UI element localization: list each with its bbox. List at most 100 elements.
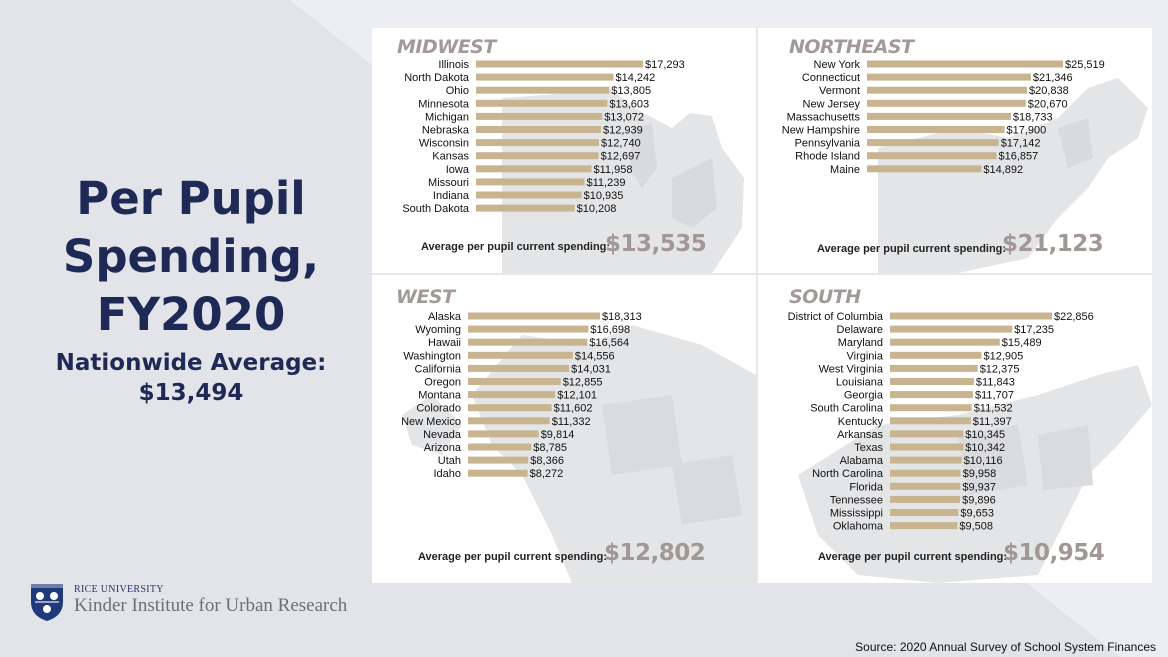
south-value-district-of-columbia: $22,856 — [1054, 311, 1094, 323]
west-value-utah: $8,366 — [530, 455, 564, 467]
south-label-alabama: Alabama — [840, 455, 884, 467]
northeast-label-new-jersey: New Jersey — [803, 98, 861, 110]
west-value-new-mexico: $11,332 — [552, 416, 591, 428]
south-label-kentucky: Kentucky — [838, 416, 884, 428]
northeast-bar-rhode-island — [867, 152, 997, 160]
west-label-arizona: Arizona — [424, 442, 462, 454]
midwest-label-indiana: Indiana — [433, 190, 470, 202]
south-value-delaware: $17,235 — [1014, 324, 1054, 336]
south-label-virginia: Virginia — [847, 350, 884, 362]
northeast-label-new-hampshire: New Hampshire — [782, 125, 860, 137]
midwest-value-south-dakota: $10,208 — [577, 203, 617, 215]
west-bar-washington — [468, 351, 573, 359]
west-bar-wyoming — [468, 325, 589, 333]
midwest-label-nebraska: Nebraska — [422, 125, 470, 137]
south-bar-louisiana — [890, 378, 974, 385]
west-value-idaho: $8,272 — [530, 468, 564, 480]
south-value-south-carolina: $11,532 — [974, 403, 1013, 415]
midwest-bar-michigan — [476, 112, 603, 120]
northeast-map-silhouette — [878, 78, 1148, 273]
northeast-label-connecticut: Connecticut — [802, 72, 860, 84]
northeast-bar-new-york — [867, 60, 1063, 68]
south-value-west-virginia: $12,375 — [980, 363, 1020, 375]
south-value-north-carolina: $9,958 — [963, 468, 997, 480]
west-bar-utah — [468, 456, 529, 464]
midwest-value-wisconsin: $12,740 — [601, 138, 641, 150]
midwest-bar-missouri — [476, 178, 585, 186]
south-label-district-of-columbia: District of Columbia — [788, 311, 884, 323]
university-name: RICE UNIVERSITY — [74, 584, 164, 595]
northeast-label-vermont: Vermont — [819, 85, 860, 97]
midwest-value-indiana: $10,935 — [584, 190, 624, 202]
south-label-south-carolina: South Carolina — [810, 403, 884, 415]
south-bar-georgia — [890, 391, 973, 399]
midwest-value-ohio: $13,805 — [611, 85, 651, 97]
south-value-alabama: $10,116 — [964, 455, 1003, 467]
west-average-value: $12,802 — [604, 540, 706, 566]
south-value-louisiana: $11,843 — [976, 377, 1015, 389]
northeast-label-massachusetts: Massachusetts — [787, 111, 861, 123]
northeast-bar-chart: New York $25,519 Connecticut $21,346 Vermont… — [782, 59, 1105, 176]
south-value-virginia: $12,905 — [984, 350, 1024, 362]
south-bar-maryland — [890, 338, 1000, 346]
midwest-bar-south-dakota — [476, 204, 575, 212]
west-label-new-mexico: New Mexico — [401, 416, 461, 428]
south-bar-florida — [890, 482, 961, 490]
midwest-average-label: Average per pupil current spending: — [421, 241, 611, 253]
west-bar-hawaii — [468, 338, 588, 346]
northeast-average-label: Average per pupil current spending: — [817, 243, 1007, 255]
midwest-bar-north-dakota — [476, 73, 614, 81]
nationwide-average-value: $13,494 — [138, 380, 244, 406]
midwest-label-ohio: Ohio — [446, 85, 469, 97]
west-bar-nevada — [468, 430, 539, 438]
northeast-bar-connecticut — [867, 73, 1031, 81]
midwest-label-missouri: Missouri — [428, 177, 469, 189]
northeast-average-value: $21,123 — [1002, 231, 1104, 257]
northeast-value-pennsylvania: $17,142 — [1001, 138, 1041, 150]
south-average-value: $10,954 — [1003, 540, 1105, 566]
west-value-oregon: $12,855 — [563, 377, 603, 389]
south-bar-arkansas — [890, 430, 964, 438]
midwest-bar-minnesota — [476, 99, 608, 107]
northeast-bar-pennsylvania — [867, 139, 999, 147]
west-value-wyoming: $16,698 — [590, 324, 630, 336]
west-label-colorado: Colorado — [416, 403, 461, 415]
northeast-label-pennsylvania: Pennsylvania — [795, 138, 861, 150]
south-value-maryland: $15,489 — [1002, 337, 1042, 349]
south-bar-chart: District of Columbia $22,856 Delaware $17,2… — [788, 311, 1094, 533]
south-label-delaware: Delaware — [837, 324, 883, 336]
midwest-map-silhouette — [502, 90, 744, 273]
west-bar-california — [468, 364, 570, 372]
midwest-bar-illinois — [476, 60, 643, 68]
midwest-bar-ohio — [476, 86, 610, 94]
midwest-label-north-dakota: North Dakota — [404, 72, 470, 84]
northeast-value-new-hampshire: $17,900 — [1007, 125, 1047, 137]
northeast-bar-massachusetts — [867, 112, 1011, 120]
nationwide-average-label: Nationwide Average: — [55, 350, 327, 376]
midwest-bar-nebraska — [476, 126, 601, 133]
south-bar-district-of-columbia — [890, 312, 1052, 320]
west-bar-colorado — [468, 404, 552, 412]
source-note: Source: 2020 Annual Survey of School Sys… — [855, 640, 1156, 654]
south-label-north-carolina: North Carolina — [812, 468, 884, 480]
west-label-hawaii: Hawaii — [428, 337, 461, 349]
west-label-wyoming: Wyoming — [415, 324, 461, 336]
rice-shield-icon — [31, 584, 63, 621]
south-label-florida: Florida — [849, 481, 884, 493]
south-bar-south-carolina — [890, 404, 972, 412]
panel-divider-horizontal — [372, 273, 1152, 275]
south-bar-kentucky — [890, 417, 971, 425]
south-label-arkansas: Arkansas — [837, 429, 883, 441]
west-panel: WEST Alaska $18,313 Wyoming $16,698 Hawaii $1… — [372, 275, 756, 583]
midwest-value-nebraska: $12,939 — [603, 125, 643, 137]
south-panel: SOUTH District of Columbia $22,856 Delawar… — [758, 275, 1152, 583]
midwest-label-south-dakota: South Dakota — [402, 203, 470, 215]
midwest-bar-indiana — [476, 191, 582, 199]
northeast-value-rhode-island: $16,857 — [999, 151, 1039, 163]
west-label-alaska: Alaska — [428, 311, 462, 323]
midwest-value-north-dakota: $14,242 — [616, 72, 656, 84]
south-label-maryland: Maryland — [838, 337, 883, 349]
south-bar-virginia — [890, 351, 982, 359]
northeast-value-new-jersey: $20,670 — [1028, 98, 1068, 110]
south-map-silhouette — [798, 365, 1152, 583]
